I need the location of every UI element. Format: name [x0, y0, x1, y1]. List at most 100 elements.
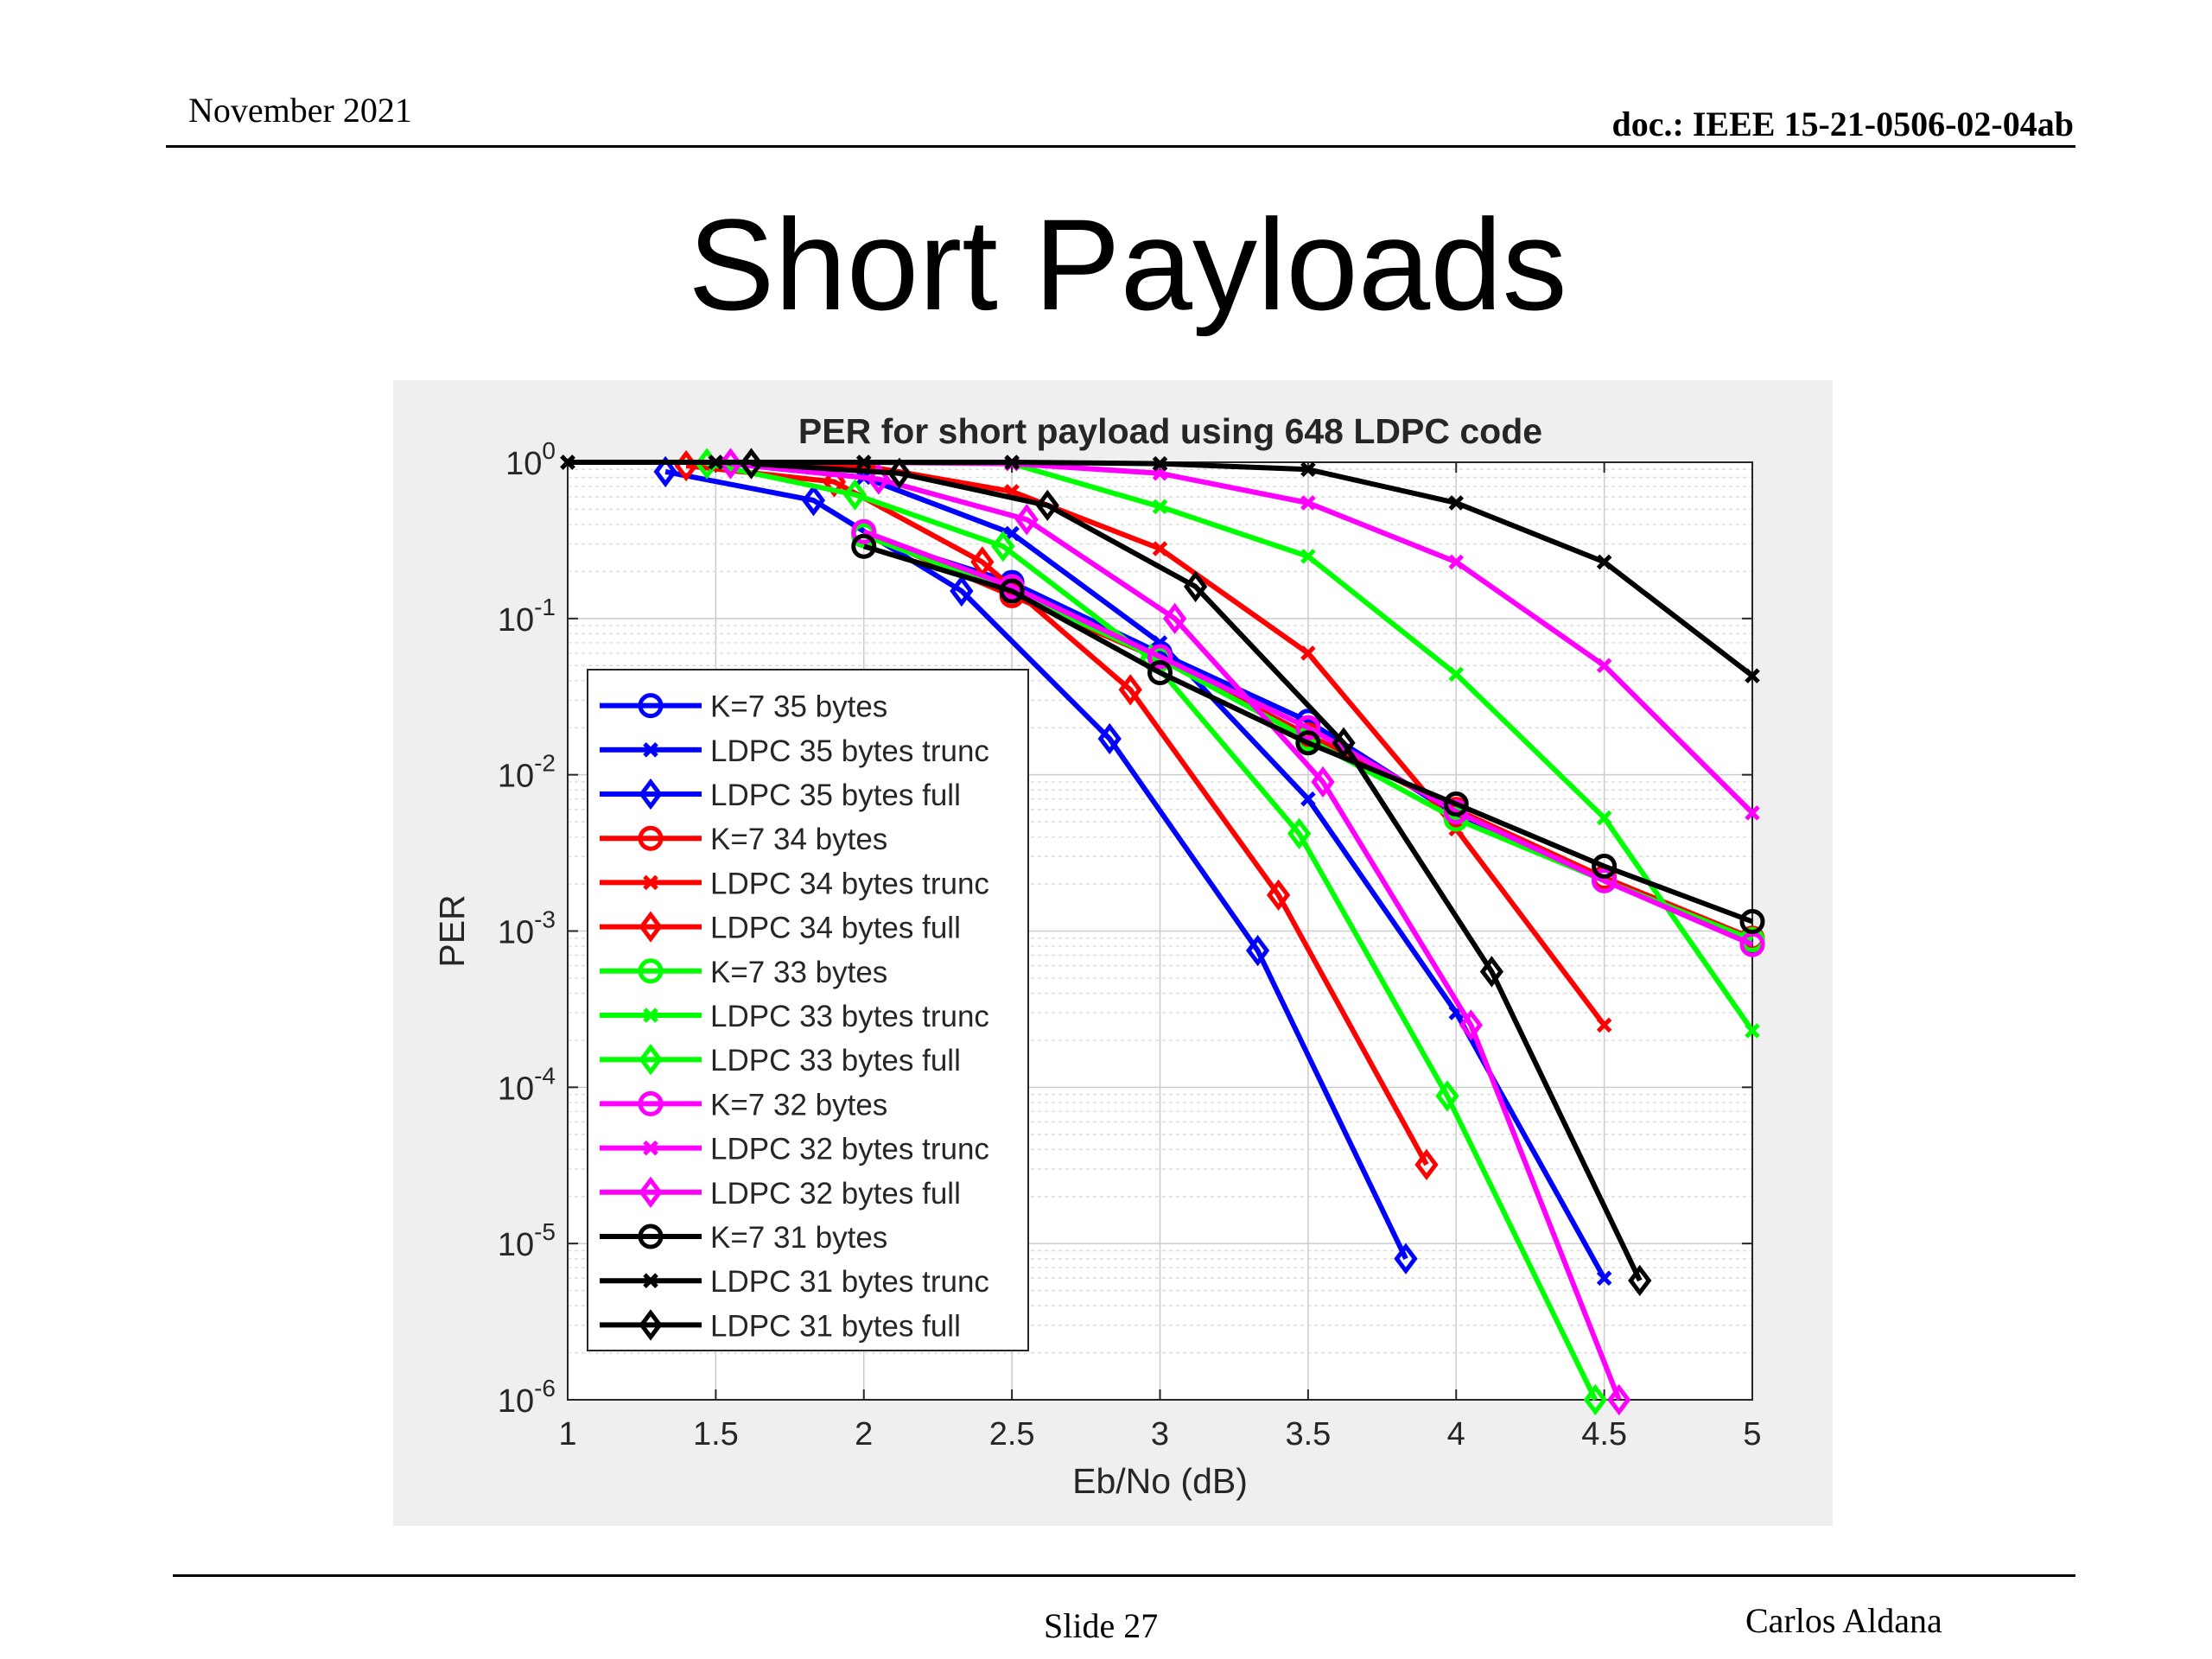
series-11-point: [1596, 658, 1612, 674]
legend-entry: LDPC 35 bytes full: [710, 779, 961, 812]
series-15-point: [1628, 1264, 1652, 1297]
legend-entry: LDPC 31 bytes full: [710, 1309, 961, 1343]
series-10-point: [1147, 644, 1173, 670]
legend-entry: K=7 32 bytes: [710, 1088, 887, 1122]
series-line-10: [862, 529, 1754, 947]
x-tick-label: 3.5: [1285, 1416, 1331, 1452]
y-tick-label: 10-2: [498, 750, 556, 795]
header-rule: [166, 145, 2075, 148]
legend-marker: [638, 693, 664, 719]
series-line-13: [862, 543, 1754, 925]
y-tick-label: 10-4: [498, 1062, 556, 1107]
series-14-point: [1300, 461, 1316, 478]
series-line-15: [751, 461, 1643, 1282]
x-tick-label: 1: [558, 1416, 576, 1452]
x-tick-label: 5: [1743, 1416, 1761, 1452]
series-10-point: [1739, 931, 1765, 957]
series-6-point: [1414, 1148, 1439, 1180]
series-3-point: [1394, 1243, 1418, 1274]
series-9-point: [991, 531, 1015, 563]
series-12-point: [1311, 766, 1335, 798]
series-15-point: [1479, 956, 1504, 988]
series-14-point: [1596, 554, 1612, 570]
header-date: November 2021: [188, 91, 412, 130]
series-8-point: [1300, 549, 1316, 564]
series-8-point: [1152, 499, 1168, 515]
series-14-point: [708, 454, 724, 470]
series-8-point: [1745, 1023, 1760, 1039]
series-11-point: [1300, 495, 1316, 511]
legend-entry: LDPC 32 bytes trunc: [710, 1133, 989, 1166]
series-15-point: [1035, 489, 1059, 522]
chart-title: PER for short payload using 648 LDPC cod…: [798, 411, 1542, 451]
legend-marker: [638, 1224, 664, 1249]
legend-marker: [643, 742, 658, 758]
x-axis-label: Eb/No (dB): [1072, 1461, 1248, 1501]
series-12-point: [1014, 504, 1039, 536]
series-5-point: [1300, 645, 1316, 661]
legend-marker: [638, 825, 664, 851]
series-12-point: [718, 448, 743, 480]
series-2-point: [1300, 791, 1316, 807]
y-tick-label: 10-3: [498, 906, 556, 951]
x-tick-label: 4.5: [1581, 1416, 1627, 1452]
series-11-point: [1448, 554, 1465, 570]
series-3-point: [1097, 722, 1122, 755]
slide-number: Slide 27: [1044, 1606, 1159, 1645]
legend-entry: LDPC 33 bytes trunc: [710, 1000, 989, 1033]
series-9-point: [1435, 1080, 1459, 1112]
legend-entry: LDPC 31 bytes trunc: [710, 1265, 989, 1299]
series-10-point: [1295, 715, 1321, 741]
slide-author: Carlos Aldana: [1745, 1601, 1942, 1640]
chart-figure: 1 1.5 2 2.5 3 3.5 4 4.5 5 10-6 10-5 10-4 10-3 10-2 10-…: [393, 380, 1833, 1526]
x-tick-label: 4: [1447, 1416, 1465, 1452]
series-8-point: [1448, 666, 1465, 683]
series-10-point: [1592, 868, 1618, 893]
per-chart: 1 1.5 2 2.5 3 3.5 4 4.5 5 10-6 10-5 10-4 10-3 10-2 10-…: [432, 411, 1765, 1501]
series-3-point: [653, 455, 677, 488]
series-line-3: [664, 468, 1408, 1260]
legend-marker: [638, 958, 664, 984]
y-tick-label: 10-6: [498, 1375, 556, 1420]
legend-marker: [643, 1007, 658, 1023]
series-12-point: [1607, 1383, 1631, 1416]
series-9-point: [1287, 817, 1312, 849]
series-12-point: [1163, 602, 1187, 634]
series-5-point: [1596, 1017, 1612, 1033]
legend-entry: LDPC 32 bytes full: [710, 1177, 961, 1211]
y-tick-label: 100: [505, 437, 556, 482]
series-12-point: [867, 463, 891, 495]
series-14-point: [1745, 668, 1760, 683]
legend-marker: [643, 874, 658, 891]
series-13-point: [851, 533, 877, 559]
series-13-point: [1592, 853, 1618, 879]
x-tick-label: 1.5: [693, 1416, 739, 1452]
legend-entry: LDPC 35 bytes trunc: [710, 734, 989, 768]
series-3-point: [801, 484, 826, 517]
series-3-point: [1245, 934, 1270, 967]
legend-entry: LDPC 34 bytes full: [710, 912, 961, 945]
series-15-point: [887, 457, 912, 489]
x-tick-label: 2.5: [989, 1416, 1035, 1452]
legend-entry: K=7 34 bytes: [710, 823, 887, 856]
series-11-point: [1745, 805, 1760, 821]
legend-marker: [639, 1044, 663, 1076]
x-tick-label: 2: [855, 1416, 873, 1452]
legend-marker: [639, 778, 663, 810]
legend-marker: [638, 1090, 664, 1116]
series-3-point: [950, 575, 974, 607]
series-12-point: [1459, 1009, 1484, 1041]
y-axis-label: PER: [432, 894, 472, 967]
series-15-point: [1184, 570, 1208, 603]
series-line-6: [685, 463, 1429, 1166]
y-tick-label: 10-5: [498, 1218, 556, 1263]
y-tick-label: 10-1: [498, 594, 556, 639]
series-13-point: [1147, 660, 1173, 686]
series-9-point: [1583, 1383, 1607, 1416]
legend-marker: [643, 1273, 658, 1288]
series-13-point: [1443, 791, 1469, 817]
legend-entry: K=7 33 bytes: [710, 956, 887, 989]
series-14-point: [1448, 495, 1465, 511]
series-14-point: [1152, 455, 1168, 472]
series-6-point: [822, 466, 847, 498]
